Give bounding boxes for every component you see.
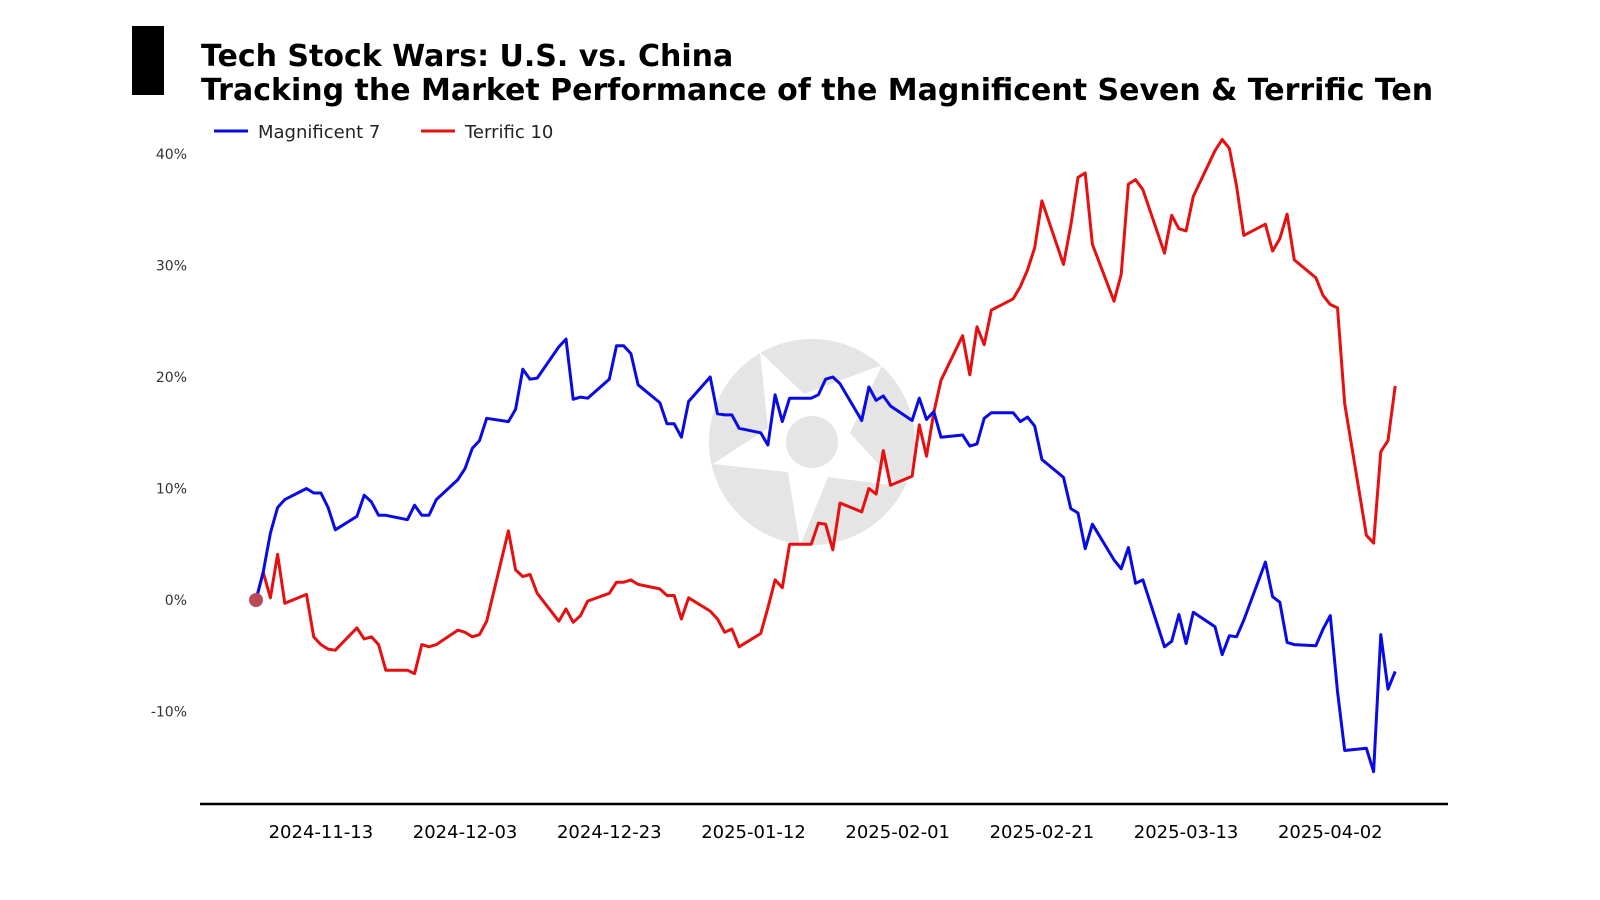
watermark-star-icon (709, 339, 915, 546)
x-tick-label: 2024-11-13 (269, 822, 374, 843)
series-line-terrific-10 (254, 138, 1397, 676)
legend: Magnificent 7 Terrific 10 (214, 122, 553, 143)
x-tick-label: 2025-02-21 (990, 822, 1095, 843)
legend-label-magnificent-7: Magnificent 7 (258, 122, 380, 143)
x-tick-label: 2024-12-03 (413, 822, 518, 843)
series-line-magnificent-7 (254, 337, 1397, 774)
legend-label-terrific-10: Terrific 10 (464, 122, 553, 143)
x-tick-label: 2025-03-13 (1134, 822, 1239, 843)
y-tick-label: 10% (156, 482, 187, 498)
y-tick-label: 20% (156, 370, 187, 386)
title-accent-bar (132, 26, 164, 95)
x-tick-label: 2025-04-02 (1278, 822, 1383, 843)
x-tick-label: 2025-01-12 (701, 822, 806, 843)
start-point-marker (249, 593, 263, 607)
y-tick-label: 40% (156, 147, 187, 163)
y-axis: 40% 30% 20% 10% 0% -10% (151, 147, 187, 721)
chart-title: Tech Stock Wars: U.S. vs. China (201, 39, 733, 74)
y-tick-label: 0% (165, 593, 187, 609)
x-tick-label: 2024-12-23 (557, 822, 662, 843)
x-axis: 2024-11-13 2024-12-03 2024-12-23 2025-01… (269, 822, 1383, 843)
y-tick-label: 30% (156, 259, 187, 275)
y-tick-label: -10% (151, 705, 187, 721)
x-tick-label: 2025-02-01 (845, 822, 950, 843)
chart-subtitle: Tracking the Market Performance of the M… (201, 73, 1433, 108)
